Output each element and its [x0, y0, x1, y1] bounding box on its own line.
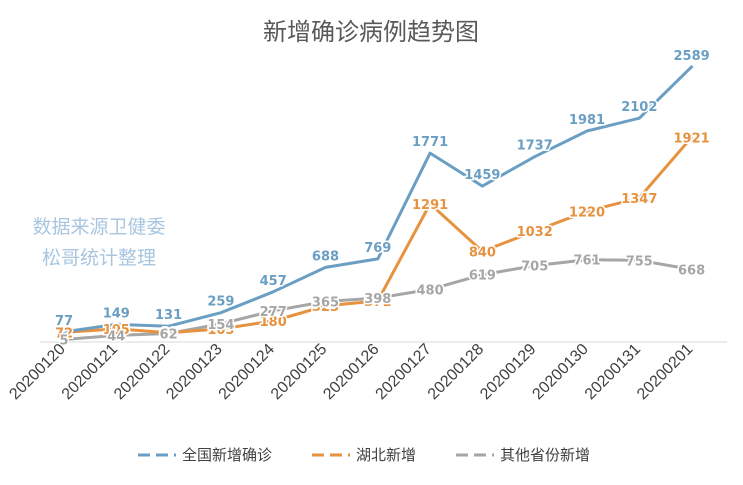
- data-label: 105: [207, 323, 234, 338]
- data-label: 277: [260, 305, 287, 320]
- series-layer: [62, 65, 694, 341]
- data-label: 5: [59, 334, 68, 349]
- data-label: 840: [469, 245, 496, 260]
- x-tick-layer: 2020012020200121202001222020012320200124…: [6, 341, 696, 403]
- x-tick-label: 20200126: [320, 341, 382, 403]
- x-tick-label: 20200123: [163, 341, 225, 403]
- legend-label: 全国新增确诊: [182, 446, 272, 464]
- data-label: 105: [103, 323, 130, 338]
- data-label: 1981: [569, 113, 605, 128]
- data-label: 154: [207, 318, 234, 333]
- data-label: 1032: [517, 225, 553, 240]
- legend: 全国新增确诊 湖北新增 其他省份新增: [138, 446, 590, 464]
- data-label: 44: [107, 329, 125, 344]
- x-tick-label: 20200201: [634, 341, 696, 403]
- chart-title: 新增确诊病例趋势图: [263, 18, 479, 46]
- data-label: 2102: [621, 100, 657, 115]
- x-tick-label: 20200131: [582, 341, 644, 403]
- data-label: 72: [55, 326, 73, 341]
- data-label: 668: [678, 264, 705, 279]
- data-label: 1459: [464, 168, 500, 183]
- data-label: 398: [364, 292, 391, 307]
- data-label: 323: [312, 300, 339, 315]
- x-tick-label: 20200120: [6, 341, 68, 403]
- data-label: 2589: [674, 49, 710, 64]
- data-label: 259: [207, 295, 234, 310]
- data-label: 1737: [517, 139, 553, 154]
- data-label: 619: [469, 269, 496, 284]
- data-label: 149: [103, 306, 130, 321]
- legend-label: 湖北新增: [356, 446, 416, 464]
- legend-label: 其他省份新增: [500, 446, 590, 464]
- data-label: 457: [260, 274, 287, 289]
- data-label: 1291: [412, 198, 448, 213]
- x-tick-label: 20200128: [425, 341, 487, 403]
- data-label: 1220: [569, 205, 605, 220]
- data-label: 131: [155, 308, 182, 323]
- source-note-line-2: 松哥统计整理: [42, 247, 156, 269]
- data-label: 1347: [621, 192, 657, 207]
- data-label: 761: [573, 254, 600, 269]
- data-label: 480: [417, 283, 444, 298]
- series-line-0: [62, 65, 694, 334]
- data-label: 180: [260, 315, 287, 330]
- data-label: 77: [55, 314, 73, 329]
- x-tick-label: 20200127: [373, 341, 435, 403]
- data-label: 365: [312, 296, 339, 311]
- data-label: 62: [160, 328, 178, 343]
- data-label-layer: 77 149 131 259 457 688 769 1771 1459 1737 1981 2102…: [53, 47, 711, 350]
- data-label: 688: [312, 249, 339, 264]
- x-tick-label: 20200122: [111, 341, 173, 403]
- x-tick-label: 20200124: [216, 341, 278, 403]
- data-label: 1771: [412, 135, 448, 150]
- x-tick-label: 20200121: [59, 341, 121, 403]
- data-label: 1921: [674, 131, 710, 146]
- series-line-1: [62, 135, 694, 335]
- data-label: 769: [364, 241, 391, 256]
- data-label: 755: [626, 254, 653, 269]
- x-tick-label: 20200129: [477, 341, 539, 403]
- data-label: 69: [160, 327, 178, 342]
- x-tick-label: 20200130: [529, 341, 591, 403]
- data-label: 705: [521, 260, 548, 275]
- data-label: 371: [364, 295, 391, 310]
- x-tick-label: 20200125: [268, 341, 330, 403]
- source-note-line-1: 数据来源卫健委: [32, 216, 165, 238]
